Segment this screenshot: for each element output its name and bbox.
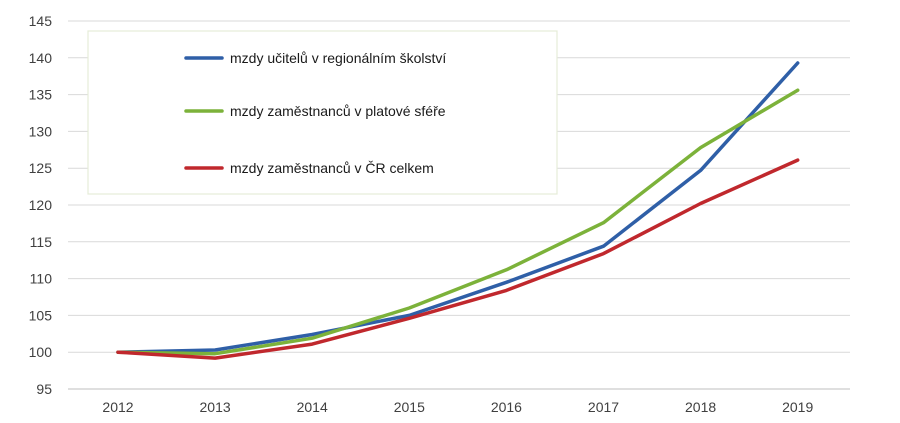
y-tick-label: 105 — [29, 307, 53, 323]
axes: 95 100 105 110 115 120 125 130 135 140 145 2012 2013… — [29, 13, 814, 415]
x-tick-label: 2013 — [200, 399, 231, 415]
x-tick-label: 2014 — [297, 399, 328, 415]
y-tick-label: 95 — [36, 381, 52, 397]
x-tick-label: 2018 — [685, 399, 716, 415]
y-tick-label: 125 — [29, 160, 53, 176]
y-tick-label: 145 — [29, 13, 53, 29]
legend-label: mzdy zaměstnanců v ČR celkem — [230, 160, 434, 176]
y-tick-label: 115 — [30, 234, 53, 250]
x-tick-label: 2017 — [588, 399, 619, 415]
y-tick-label: 120 — [29, 197, 53, 213]
legend-box — [87, 30, 558, 195]
y-tick-label: 110 — [30, 271, 53, 287]
x-tick-label: 2012 — [102, 399, 133, 415]
series-line-1 — [116, 88, 800, 356]
y-tick-label: 140 — [29, 50, 53, 66]
series-lines — [116, 61, 800, 360]
series-line-0 — [116, 61, 800, 354]
y-tick-label: 135 — [29, 87, 53, 103]
legend-label: mzdy učitelů v regionálním školství — [230, 50, 446, 66]
x-tick-label: 2019 — [782, 399, 813, 415]
legend: mzdy učitelů v regionálním školství mzdy … — [87, 30, 558, 195]
y-tick-label: 130 — [29, 123, 53, 139]
x-tick-label: 2015 — [394, 399, 425, 415]
x-tick-label: 2016 — [491, 399, 522, 415]
series-line-2 — [116, 158, 800, 360]
y-tick-label: 100 — [29, 344, 53, 360]
legend-label: mzdy zaměstnanců v platové sféře — [230, 103, 446, 119]
